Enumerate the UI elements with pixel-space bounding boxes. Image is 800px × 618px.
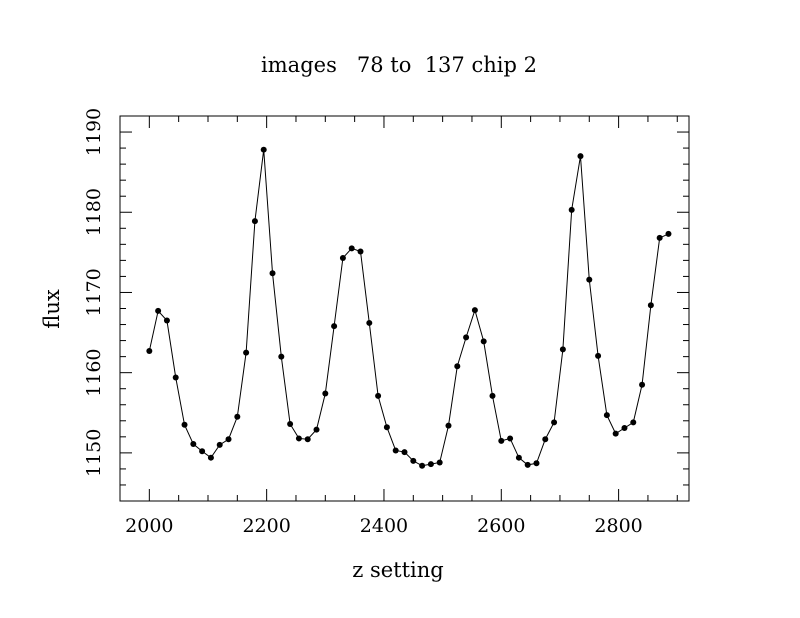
data-point <box>375 392 382 399</box>
y-axis-label: flux <box>40 289 64 329</box>
data-point <box>568 206 575 213</box>
data-point <box>260 146 267 153</box>
x-tick-label: 2800 <box>594 515 642 537</box>
data-point <box>146 348 153 355</box>
data-point <box>190 441 197 448</box>
y-axis: 1150 1160 1170 1180 1190 <box>83 108 689 486</box>
data-point <box>577 153 584 160</box>
data-point <box>295 435 302 442</box>
data-point <box>533 460 540 467</box>
data-point <box>621 425 628 432</box>
data-point <box>463 334 470 341</box>
y-tick-label: 1190 <box>83 108 105 156</box>
data-point <box>163 317 170 324</box>
data-point <box>207 454 214 461</box>
data-point <box>181 421 188 428</box>
data-point <box>559 346 566 353</box>
data-point <box>419 462 426 469</box>
data-point <box>445 422 452 429</box>
data-point <box>366 319 373 326</box>
x-axis: 2000 2200 2400 2600 2800 <box>119 116 678 537</box>
data-point <box>586 276 593 283</box>
data-point <box>480 338 487 345</box>
data-point <box>595 352 602 359</box>
data-point <box>427 461 434 468</box>
data-point <box>551 419 558 426</box>
data-point <box>269 270 276 277</box>
data-point <box>507 435 514 442</box>
data-point <box>287 421 294 427</box>
x-tick-label: 2000 <box>125 515 173 537</box>
data-point <box>471 307 478 314</box>
data-point <box>498 437 505 444</box>
data-point <box>278 353 285 360</box>
x-tick-label: 2200 <box>242 515 290 537</box>
data-point <box>542 436 549 443</box>
data-point <box>639 381 646 388</box>
y-tick-label: 1160 <box>83 348 105 396</box>
data-point <box>172 374 179 381</box>
data-point <box>665 230 672 237</box>
data-point <box>251 218 258 225</box>
y-tick-label: 1170 <box>83 268 105 316</box>
data-point <box>603 412 610 419</box>
data-point <box>524 461 531 468</box>
data-point <box>647 302 654 309</box>
data-point <box>155 307 162 314</box>
data-point <box>383 424 390 431</box>
data-point <box>436 459 443 466</box>
data-point <box>357 248 364 255</box>
data-point <box>410 457 417 464</box>
data-point <box>489 392 496 399</box>
data-point <box>454 363 461 370</box>
data-point <box>331 323 338 330</box>
series-flux <box>146 146 672 469</box>
x-tick-label: 2400 <box>360 515 408 537</box>
data-point <box>515 454 522 461</box>
x-axis-label: z setting <box>352 558 444 582</box>
data-point <box>304 436 311 443</box>
data-point <box>612 430 619 437</box>
data-point <box>216 441 223 448</box>
data-point <box>313 426 320 433</box>
chart-title: images 78 to 137 chip 2 <box>261 53 537 77</box>
data-point <box>234 413 241 420</box>
x-tick-label: 2600 <box>477 515 525 537</box>
data-point <box>339 254 346 261</box>
y-tick-label: 1180 <box>83 188 105 236</box>
data-point <box>656 234 663 241</box>
series-line <box>148 149 669 467</box>
data-point <box>243 349 250 356</box>
data-point <box>322 390 329 397</box>
data-point <box>630 419 637 426</box>
data-point <box>225 436 232 443</box>
data-point <box>348 245 355 252</box>
y-tick-label: 1150 <box>83 429 105 477</box>
data-point <box>199 448 206 455</box>
data-point <box>401 449 408 456</box>
plot-frame <box>119 115 690 502</box>
data-point <box>392 447 399 454</box>
